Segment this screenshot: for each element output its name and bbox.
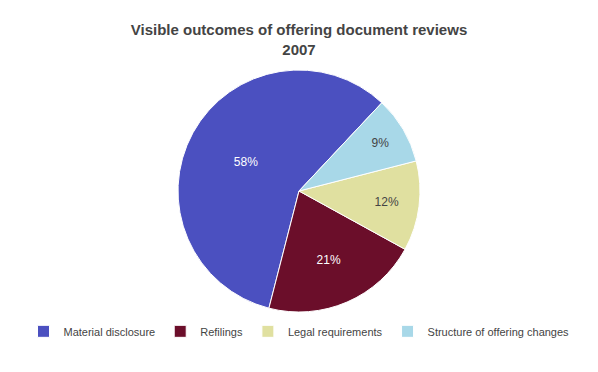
svg-text:Visible outcomes of offering d: Visible outcomes of offering document re… — [131, 21, 467, 58]
svg-text:58%: 58% — [234, 155, 258, 169]
svg-text:Structure of offering changes: Structure of offering changes — [428, 326, 570, 338]
svg-text:Refilings: Refilings — [200, 326, 243, 338]
svg-text:Legal requirements: Legal requirements — [288, 326, 383, 338]
svg-text:9%: 9% — [372, 136, 390, 150]
svg-text:Material disclosure: Material disclosure — [64, 326, 156, 338]
svg-text:12%: 12% — [375, 195, 399, 209]
svg-text:21%: 21% — [317, 253, 341, 267]
